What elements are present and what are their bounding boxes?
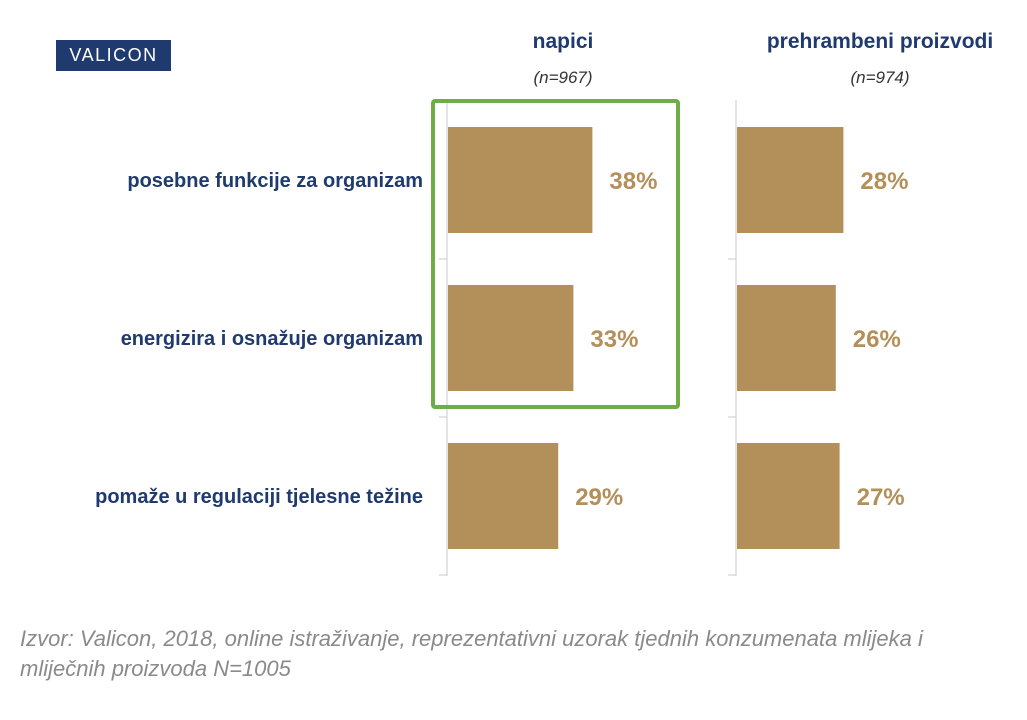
bar-p2-2	[737, 285, 836, 391]
data-label-p1-3: 29%	[575, 484, 623, 511]
bar-p1-1	[448, 127, 593, 233]
source-note: Izvor: Valicon, 2018, online istraživanj…	[20, 626, 923, 681]
bar-chart: napici (n=967) 38% 33% 29% prehrambeni proizv…	[95, 30, 993, 576]
bar-p2-3	[737, 443, 840, 549]
bar-p2-1	[737, 127, 844, 233]
valicon-logo: VALICON	[56, 40, 171, 71]
category-label-1: posebne funkcije za organizam	[127, 170, 423, 192]
logo-text: VALICON	[69, 45, 158, 65]
panel-sample-size-1: (n=967)	[533, 68, 592, 87]
highlight-box	[431, 99, 680, 409]
data-label-p2-3: 27%	[857, 484, 905, 511]
bar-p1-3	[448, 443, 559, 549]
data-label-p2-2: 26%	[853, 326, 901, 353]
category-label-3: pomaže u regulaciji tjelesne težine	[95, 486, 423, 508]
panel-title-2: prehrambeni proizvodi	[767, 30, 993, 53]
data-label-p1-2: 33%	[590, 326, 638, 353]
panel-title-1: napici	[533, 30, 594, 53]
panel-sample-size-2: (n=974)	[850, 68, 909, 87]
bar-p1-2	[448, 285, 574, 391]
data-label-p2-1: 28%	[860, 168, 908, 195]
category-label-2: energizira i osnažuje organizam	[121, 328, 423, 350]
data-label-p1-1: 38%	[609, 168, 657, 195]
